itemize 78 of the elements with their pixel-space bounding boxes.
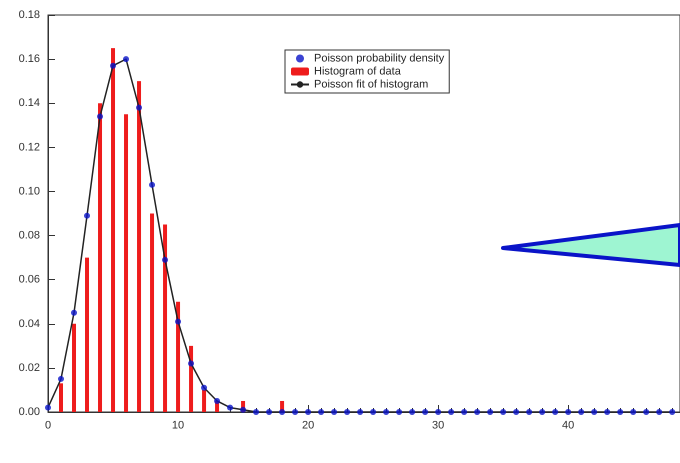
x-tick-label: 40 bbox=[562, 420, 574, 432]
y-tick-label: 0.06 bbox=[18, 274, 40, 286]
bar bbox=[150, 214, 154, 412]
point bbox=[279, 409, 286, 415]
point bbox=[84, 212, 90, 219]
point bbox=[630, 409, 636, 415]
x-tick-label: 30 bbox=[432, 420, 444, 432]
point bbox=[266, 409, 272, 415]
point bbox=[578, 409, 584, 415]
point bbox=[513, 409, 520, 415]
y-tick-label: 0.16 bbox=[18, 53, 40, 66]
bar bbox=[202, 390, 206, 412]
bar bbox=[72, 324, 76, 412]
y-tick-label: 0.12 bbox=[18, 141, 40, 154]
point bbox=[539, 409, 546, 415]
point bbox=[214, 398, 220, 404]
point bbox=[370, 409, 376, 415]
bar bbox=[98, 103, 102, 412]
point bbox=[500, 409, 506, 415]
point bbox=[383, 409, 390, 415]
point bbox=[669, 409, 676, 415]
bar bbox=[163, 224, 168, 412]
point bbox=[162, 256, 168, 263]
x-tick-label: 20 bbox=[302, 420, 314, 432]
point bbox=[240, 406, 246, 413]
point bbox=[149, 182, 156, 188]
y-tick-label: 0.04 bbox=[18, 318, 40, 330]
point bbox=[526, 409, 532, 415]
bar bbox=[137, 81, 142, 412]
bar bbox=[124, 114, 128, 412]
point bbox=[357, 409, 364, 415]
y-tick-label: 0.02 bbox=[18, 362, 40, 374]
y-tick-label: 0.08 bbox=[18, 230, 40, 242]
point bbox=[461, 409, 468, 415]
point bbox=[656, 409, 662, 415]
point bbox=[435, 409, 442, 415]
bar bbox=[59, 383, 64, 412]
point bbox=[305, 409, 312, 415]
point bbox=[253, 409, 260, 415]
point bbox=[474, 409, 480, 415]
point bbox=[448, 409, 454, 415]
point bbox=[97, 113, 104, 120]
point bbox=[292, 409, 298, 415]
bar bbox=[111, 48, 116, 412]
point bbox=[565, 409, 572, 415]
point bbox=[409, 409, 416, 415]
point bbox=[331, 409, 338, 415]
y-tick-label: 0.14 bbox=[18, 97, 40, 110]
legend-label: Poisson probability density bbox=[314, 52, 445, 64]
point bbox=[201, 384, 208, 391]
point bbox=[188, 360, 194, 366]
point bbox=[123, 56, 130, 62]
point bbox=[45, 404, 51, 411]
point bbox=[136, 104, 142, 111]
point bbox=[71, 310, 78, 316]
point bbox=[604, 409, 610, 415]
point bbox=[552, 409, 558, 415]
point bbox=[617, 409, 624, 415]
point bbox=[396, 409, 402, 415]
point bbox=[422, 409, 428, 415]
point bbox=[58, 376, 64, 382]
point bbox=[591, 409, 598, 415]
y-tick-label: 0.00 bbox=[18, 406, 40, 418]
point bbox=[227, 404, 234, 411]
point bbox=[175, 318, 182, 325]
x-tick-label: 0 bbox=[44, 420, 52, 432]
point bbox=[344, 409, 350, 415]
x-tick-label: 10 bbox=[172, 420, 184, 432]
point bbox=[643, 409, 650, 415]
bar bbox=[176, 302, 180, 412]
point bbox=[487, 409, 494, 415]
y-tick-label: 0.18 bbox=[18, 9, 40, 21]
point bbox=[318, 409, 324, 415]
y-tick-label: 0.10 bbox=[18, 185, 40, 198]
bar bbox=[85, 258, 90, 412]
point bbox=[110, 62, 116, 69]
legend-label: Histogram of data bbox=[314, 66, 402, 78]
legend-label: Poisson fit of histogram bbox=[314, 78, 428, 90]
